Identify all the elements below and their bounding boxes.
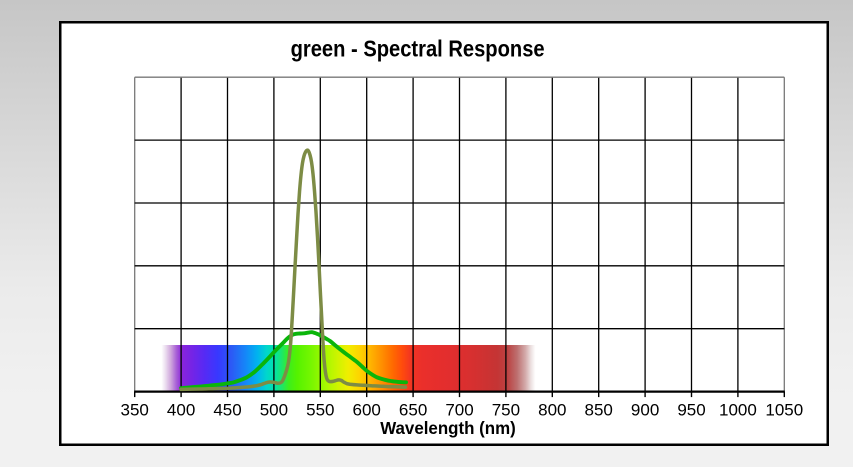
svg-text:Wavelength (nm): Wavelength (nm) <box>380 418 516 438</box>
svg-text:700: 700 <box>445 401 473 420</box>
svg-text:450: 450 <box>213 401 241 420</box>
svg-text:650: 650 <box>399 401 427 420</box>
svg-text:1000: 1000 <box>719 401 757 420</box>
svg-text:750: 750 <box>492 401 520 420</box>
svg-text:550: 550 <box>306 401 334 420</box>
svg-text:800: 800 <box>538 401 566 420</box>
svg-text:green - Spectral Response: green - Spectral Response <box>291 36 545 62</box>
svg-text:350: 350 <box>121 401 149 420</box>
svg-text:1050: 1050 <box>765 401 803 420</box>
svg-text:850: 850 <box>585 401 613 420</box>
svg-text:500: 500 <box>260 401 288 420</box>
svg-text:400: 400 <box>167 401 195 420</box>
svg-text:600: 600 <box>353 401 381 420</box>
svg-text:900: 900 <box>631 401 659 420</box>
svg-text:950: 950 <box>677 401 705 420</box>
